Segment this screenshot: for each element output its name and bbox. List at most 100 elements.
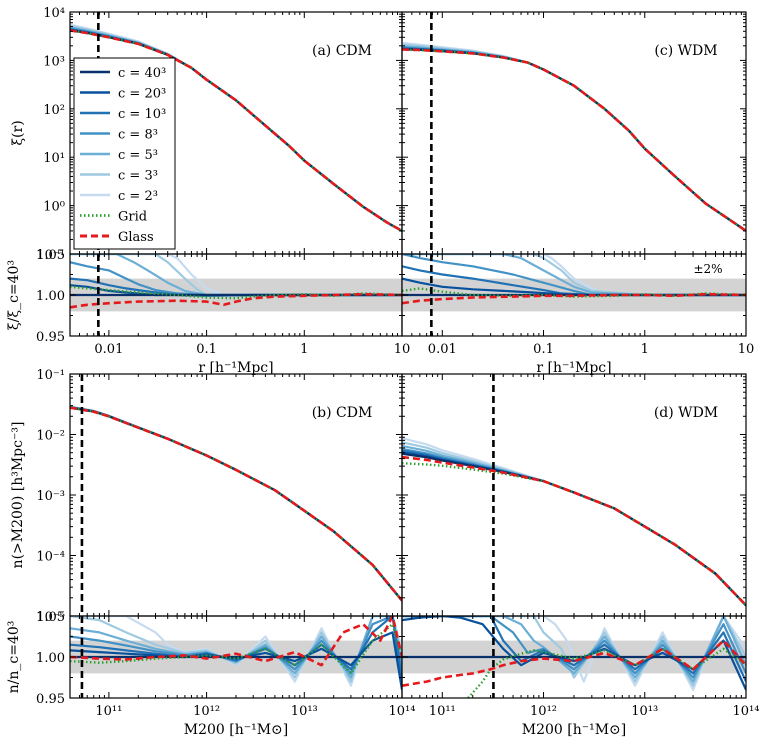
series-c20 (402, 47, 746, 232)
x-tick-label: 10 (738, 342, 755, 357)
x-axis-label: M200 [h⁻¹M⊙] (522, 722, 627, 738)
panel-b_ratio: 0.95 1.00 1.05 10¹¹ 10¹² 10¹³ 10¹⁴ M200 [h⁻¹M⊙]… (6, 610, 415, 738)
x-tick-label: 10¹² (193, 704, 220, 719)
x-axis-label: M200 [h⁻¹M⊙] (184, 722, 289, 738)
y-tick-label: 10³ (43, 54, 65, 69)
series-glass (70, 406, 402, 602)
series-glass (70, 292, 402, 309)
series-c20 (70, 406, 402, 602)
series-c10 (70, 406, 402, 602)
panel-b: 10⁻⁵ 10⁻⁴ 10⁻³ 10⁻² 10⁻¹ n(>M200) [h³Mpc⁻³] (b… (10, 368, 403, 625)
plot-area-d_ratio (402, 616, 746, 698)
y-tick-label: 10¹ (43, 151, 65, 166)
x-axis-label: r [h⁻¹Mpc] (536, 360, 611, 376)
panel-title: (b) CDM (312, 405, 373, 421)
x-tick-label: 0.1 (533, 342, 554, 357)
x-tick-label: 10¹² (530, 704, 557, 719)
legend-label-c3: c = 3³ (118, 169, 158, 184)
series-c3 (402, 43, 746, 232)
x-tick-label: 1 (641, 342, 649, 357)
panel-a_ratio: 0.95 1.00 1.05 0.01 0.1 1 10 r [h⁻¹Mpc] ξ/ξ_c=40… (6, 248, 410, 376)
y-tick-label: 1.05 (36, 248, 65, 263)
x-tick-label: 10¹¹ (95, 704, 122, 719)
y-tick-label: 0.95 (36, 330, 65, 345)
y-tick-label: 10⁻⁵ (36, 610, 65, 625)
series-c3 (70, 405, 402, 602)
y-tick-label: 10⁻¹ (36, 248, 65, 263)
y-tick-label: 10⁻³ (36, 489, 65, 504)
y-axis-label: n(>M200) [h³Mpc⁻³] (10, 422, 26, 569)
legend-label-c2: c = 2³ (118, 189, 158, 204)
x-tick-label: 0.1 (196, 342, 217, 357)
plot-area-c (402, 12, 746, 254)
series-c10 (402, 449, 746, 607)
series-grid (402, 48, 746, 232)
series-glass (70, 29, 402, 233)
legend-label-c10: c = 10³ (118, 107, 166, 122)
series-c2 (402, 616, 746, 691)
series-c8 (70, 406, 402, 602)
y-tick-label: 1.05 (36, 610, 65, 625)
series-grid (70, 406, 402, 602)
series-c5 (402, 254, 746, 297)
plot-area-d (402, 374, 746, 616)
series-glass (402, 455, 746, 607)
x-tick-label: 10¹³ (291, 704, 318, 719)
series-glass (402, 639, 746, 687)
series-c2 (70, 405, 402, 602)
y-tick-label: 0.95 (36, 692, 65, 707)
series-c40 (402, 452, 746, 607)
y-tick-label: 10⁻⁴ (36, 550, 65, 565)
y-tick-label: 10⁰ (43, 200, 65, 215)
legend-label-c20: c = 20³ (118, 87, 166, 102)
x-tick-label: 10¹¹ (429, 704, 456, 719)
series-c3 (402, 441, 746, 607)
y-axis-label: ξ/ξ_c=40³ (6, 260, 22, 330)
series-c10 (402, 47, 746, 232)
x-tick-label: 10¹³ (631, 704, 658, 719)
series-c40 (402, 48, 746, 232)
legend-label-c8: c = 8³ (118, 128, 158, 143)
legend-label-c40: c = 40³ (118, 66, 166, 81)
panel-title: (d) WDM (654, 405, 718, 421)
series-c20 (70, 631, 402, 690)
panel-c_ratio: 0.01 0.1 1 10 r [h⁻¹Mpc] (401, 253, 755, 376)
x-axis-label: r [h⁻¹Mpc] (198, 360, 273, 376)
panel-d_ratio: 10¹¹ 10¹² 10¹³ 10¹⁴ M200 [h⁻¹M⊙] (401, 615, 760, 738)
panel-c: (c) WDM (401, 11, 747, 255)
x-tick-label: 10 (394, 342, 411, 357)
y-tick-label: 10² (43, 103, 65, 118)
series-c5 (402, 616, 746, 683)
y-axis-label: ξ(r) (10, 120, 26, 145)
x-tick-label: 0.01 (428, 342, 457, 357)
y-tick-label: 10⁻² (36, 429, 65, 444)
y-tick-label: 10⁻¹ (36, 368, 65, 383)
series-glass (402, 48, 746, 232)
panel-d: (d) WDM (401, 373, 747, 617)
legend-label-glass: Glass (118, 230, 154, 245)
legend-label-grid: Grid (118, 210, 147, 225)
plot-area-c_ratio (402, 254, 746, 336)
band-label: ±2% (693, 262, 722, 276)
y-tick-label: 10⁴ (43, 6, 65, 21)
y-axis-label: n/n_c=40³ (6, 621, 22, 694)
plot-area-a_ratio (70, 254, 402, 336)
series-c3 (402, 616, 746, 687)
series-c8 (402, 616, 746, 679)
panel-title: (c) WDM (654, 43, 717, 59)
x-tick-label: 10¹⁴ (389, 704, 416, 719)
panel-title: (a) CDM (312, 43, 372, 59)
series-grid (70, 623, 402, 675)
x-tick-label: 10¹⁴ (733, 704, 760, 719)
series-c20 (402, 451, 746, 607)
y-tick-label: 1.00 (36, 651, 65, 666)
series-c8 (402, 447, 746, 607)
panel-a: 10⁻¹ 10⁰ 10¹ 10² 10³ 10⁴ ξ(r) (a) CDM (10, 6, 403, 263)
plot-area-b (70, 374, 402, 616)
series-c2 (402, 41, 746, 232)
series-c5 (402, 45, 746, 232)
plot-area-b_ratio (70, 616, 402, 698)
series-c5 (70, 405, 402, 602)
series-c40 (70, 406, 402, 602)
